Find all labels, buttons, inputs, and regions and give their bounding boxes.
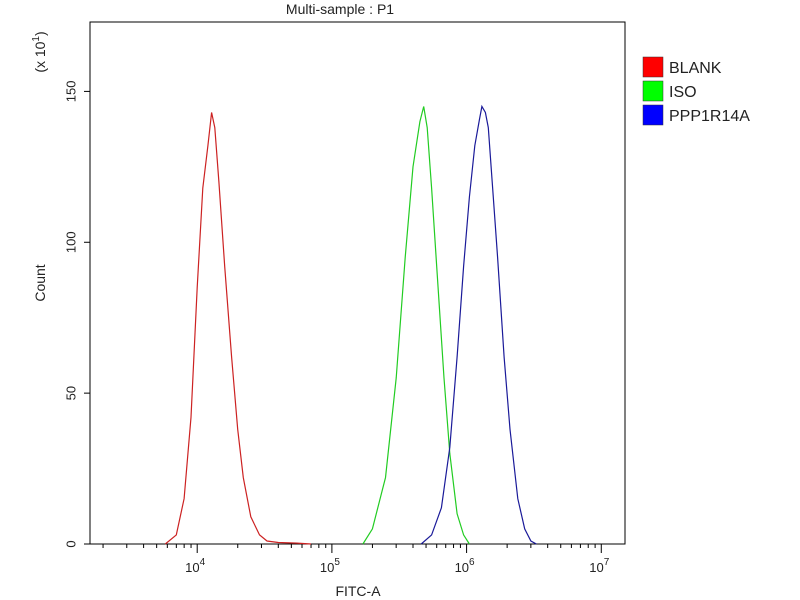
y-tick-label-2: 100 (63, 231, 78, 253)
y-axis-label: Count (32, 264, 48, 301)
y-tick-label-1: 50 (63, 386, 78, 400)
legend-label-ppp1r14a: PPP1R14A (669, 108, 750, 125)
y-tick-label-3: 150 (63, 81, 78, 103)
plot-frame (89, 21, 626, 545)
x-axis: 104 105 106 107 (102, 544, 610, 575)
series-layer (164, 104, 537, 545)
legend: BLANK ISO PPP1R14A (642, 56, 750, 126)
legend-swatch-ppp1r14a (642, 104, 664, 126)
chart-title: Multi-sample : P1 (286, 1, 394, 17)
series-line-blank (164, 112, 312, 545)
x-tick-label-0: 104 (185, 557, 205, 575)
legend-swatch-iso (642, 80, 664, 102)
y-multiplier-exp: 1 (31, 36, 42, 42)
legend-label-iso: ISO (669, 84, 697, 101)
y-axis: 0 50 100 150 (63, 81, 90, 548)
series-line-iso (362, 106, 470, 545)
x-tick-label-2: 106 (455, 557, 475, 575)
x-tick-label-1: 105 (320, 557, 340, 575)
y-tick-label-0: 0 (63, 540, 78, 547)
legend-swatch-blank (642, 56, 664, 78)
x-axis-label: FITC-A (335, 583, 381, 599)
y-multiplier-base: (x 10 (32, 41, 48, 72)
legend-label-blank: BLANK (669, 60, 722, 77)
x-tick-label-3: 107 (589, 557, 609, 575)
series-line-ppp1r14a (420, 104, 537, 545)
y-multiplier-label: (x 101) (31, 31, 48, 72)
y-multiplier-close: ) (32, 31, 48, 36)
